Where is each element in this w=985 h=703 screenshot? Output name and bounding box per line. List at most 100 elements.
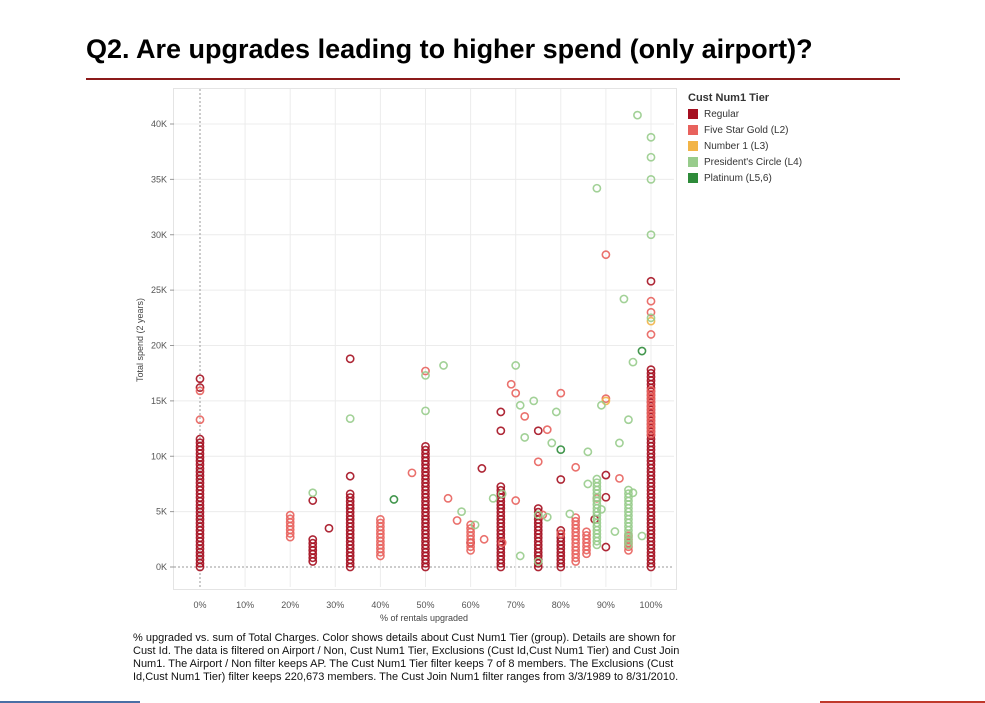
data-point-president-s-circle-l4: [583, 479, 593, 489]
data-point-president-s-circle-l4: [421, 406, 430, 416]
data-point-president-s-circle-l4: [497, 489, 507, 499]
data-point-five-star-gold-l2: [195, 415, 205, 425]
data-point-regular: [496, 407, 506, 417]
data-point-president-s-circle-l4: [542, 512, 552, 522]
y-tick-label: 40K: [151, 119, 167, 129]
data-point-president-s-circle-l4: [515, 400, 525, 410]
data-point-five-star-gold-l2: [511, 388, 521, 398]
data-point-five-star-gold-l2: [646, 296, 656, 306]
data-point-five-star-gold-l2: [646, 307, 656, 317]
data-point-five-star-gold-l2: [646, 389, 656, 399]
legend-item-platinum[interactable]: Platinum (L5,6): [688, 170, 802, 186]
data-point-president-s-circle-l4: [624, 415, 633, 425]
data-point-president-s-circle-l4: [421, 371, 430, 380]
x-axis-title: % of rentals upgraded: [380, 613, 468, 623]
data-point-president-s-circle-l4: [583, 447, 593, 457]
x-tick-label: 90%: [597, 600, 615, 610]
x-tick-label: 50%: [416, 600, 434, 610]
data-point-five-star-gold-l2: [520, 411, 530, 421]
data-point-regular: [533, 426, 543, 436]
data-point-president-s-circle-l4: [345, 414, 355, 423]
data-point-president-s-circle-l4: [628, 357, 638, 367]
data-point-president-s-circle-l4: [646, 152, 656, 162]
data-point-president-s-circle-l4: [592, 478, 602, 488]
data-point-president-s-circle-l4: [533, 557, 543, 566]
data-point-president-s-circle-l4: [637, 531, 647, 541]
data-point-president-s-circle-l4: [520, 433, 530, 442]
data-point-president-s-circle-l4: [529, 396, 539, 406]
data-point-regular: [646, 365, 656, 375]
data-point-five-star-gold-l2: [571, 462, 581, 472]
slide-title: Q2. Are upgrades leading to higher spend…: [86, 34, 813, 64]
data-point-regular: [195, 438, 205, 448]
legend: Cust Num1 Tier Regular Five Star Gold (L…: [688, 92, 802, 186]
data-point-president-s-circle-l4: [646, 174, 656, 184]
data-point-five-star-gold-l2: [497, 538, 507, 548]
chart-frame: [173, 88, 677, 590]
data-point-regular: [308, 538, 318, 548]
data-point-five-star-gold-l2: [506, 379, 516, 389]
y-tick-label: 35K: [151, 174, 167, 184]
data-point-regular: [195, 434, 205, 444]
y-tick-label: 20K: [151, 341, 167, 351]
data-point-five-star-gold-l2: [601, 250, 611, 260]
data-point-president-s-circle-l4: [533, 510, 543, 520]
legend-item-five-star-gold[interactable]: Five Star Gold (L2): [688, 122, 802, 138]
data-point-president-s-circle-l4: [470, 520, 480, 530]
data-point-regular: [345, 471, 355, 481]
data-point-five-star-gold-l2: [615, 473, 624, 483]
legend-item-presidents-circle[interactable]: President's Circle (L4): [688, 154, 802, 170]
data-point-five-star-gold-l2: [375, 514, 385, 524]
footer-accent-right: [820, 701, 985, 703]
legend-title: Cust Num1 Tier: [688, 92, 770, 104]
data-point-five-star-gold-l2: [542, 425, 552, 435]
data-point-regular: [601, 470, 611, 480]
x-tick-label: 70%: [507, 600, 525, 610]
data-point-president-s-circle-l4: [615, 438, 624, 448]
y-tick-label: 15K: [151, 396, 167, 406]
data-point-five-star-gold-l2: [479, 534, 489, 544]
data-point-regular: [646, 368, 656, 378]
x-tick-label: 100%: [639, 600, 662, 610]
data-point-five-star-gold-l2: [375, 518, 385, 528]
data-point-five-star-gold-l2: [443, 493, 453, 503]
data-point-president-s-circle-l4: [439, 361, 448, 370]
data-point-five-star-gold-l2: [646, 330, 656, 339]
data-point-regular: [195, 383, 205, 392]
data-point-five-star-gold-l2: [571, 516, 581, 526]
legend-swatch: [688, 157, 698, 167]
data-point-number-1-l3: [646, 316, 656, 326]
legend-label: Platinum (L5,6): [704, 172, 772, 184]
y-tick-label: 5K: [156, 507, 167, 517]
data-point-platinum-l5-6: [556, 445, 566, 455]
data-point-president-s-circle-l4: [592, 183, 602, 193]
data-point-president-s-circle-l4: [628, 488, 638, 498]
data-point-five-star-gold-l2: [407, 468, 417, 478]
y-tick-label: 25K: [151, 285, 167, 295]
data-point-regular: [421, 445, 430, 455]
data-point-president-s-circle-l4: [565, 509, 575, 519]
x-tick-label: 20%: [281, 600, 299, 610]
data-point-regular: [308, 535, 318, 544]
data-point-president-s-circle-l4: [646, 230, 656, 240]
data-point-platinum-l5-6: [637, 346, 647, 356]
data-point-regular: [324, 523, 334, 533]
x-tick-label: 30%: [326, 600, 344, 610]
data-point-five-star-gold-l2: [582, 531, 591, 540]
data-point-regular: [556, 526, 566, 535]
data-point-five-star-gold-l2: [582, 527, 591, 537]
data-point-five-star-gold-l2: [466, 520, 475, 530]
data-point-president-s-circle-l4: [646, 132, 656, 142]
data-point-number-1-l3: [601, 396, 611, 406]
data-point-president-s-circle-l4: [610, 527, 620, 536]
data-point-president-s-circle-l4: [515, 551, 525, 561]
data-point-five-star-gold-l2: [511, 496, 521, 505]
data-point-president-s-circle-l4: [596, 505, 606, 514]
legend-label: Five Star Gold (L2): [704, 124, 789, 136]
legend-item-number-1[interactable]: Number 1 (L3): [688, 138, 802, 154]
data-point-regular: [345, 354, 355, 364]
legend-item-regular[interactable]: Regular: [688, 106, 802, 122]
data-point-five-star-gold-l2: [421, 366, 430, 376]
data-point-president-s-circle-l4: [596, 400, 606, 410]
